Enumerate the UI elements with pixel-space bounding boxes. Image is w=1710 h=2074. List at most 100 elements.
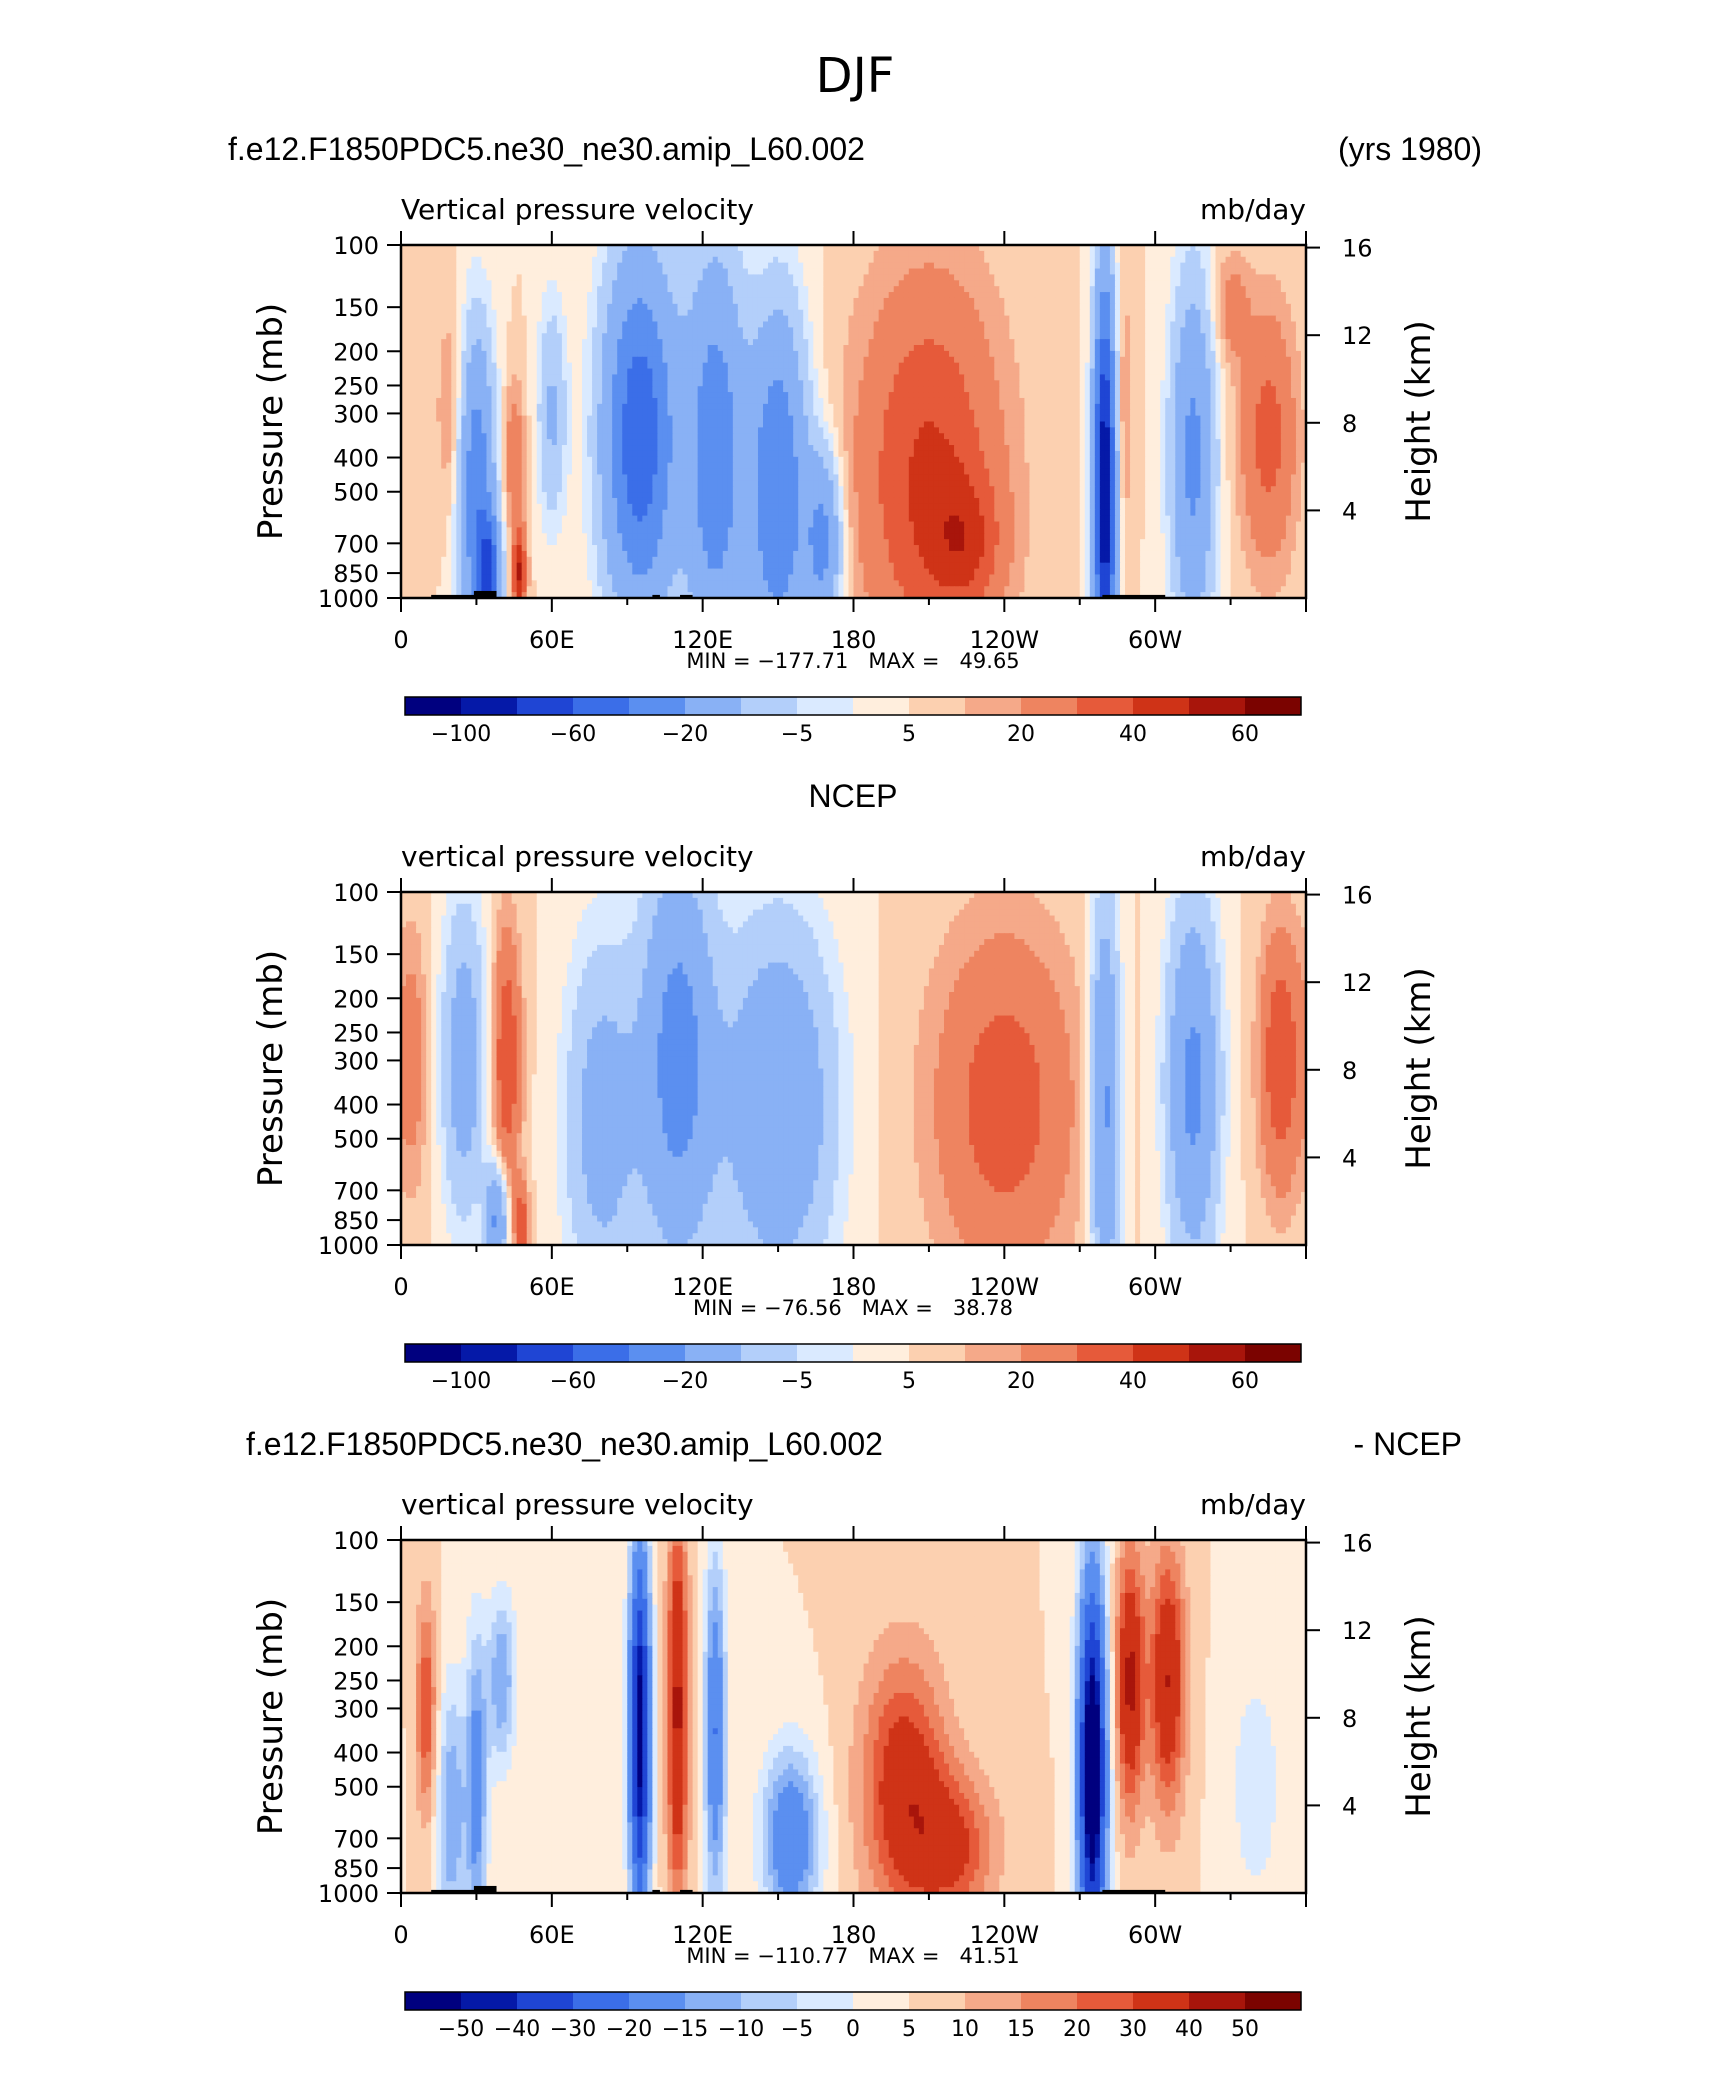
heatmap-cell (1084, 374, 1091, 381)
heatmap-cell (697, 286, 704, 293)
heatmap-cell (662, 339, 669, 346)
heatmap-cell (768, 362, 774, 370)
heatmap-cell (461, 339, 467, 346)
heatmap-cell (622, 268, 628, 276)
heatmap-cell (727, 256, 734, 264)
heatmap-cell (883, 350, 890, 358)
heatmap-cell (883, 262, 890, 270)
heatmap-cell (571, 386, 578, 393)
heatmap-cell (516, 280, 523, 287)
heatmap-cell (1069, 327, 1076, 334)
heatmap-cell (1195, 245, 1202, 252)
heatmap-cell (1079, 321, 1086, 328)
heatmap-cell (752, 380, 759, 387)
heatmap-cell (431, 345, 437, 352)
heatmap-cell (1004, 403, 1010, 411)
heatmap-cell (692, 315, 699, 323)
heatmap-cell (979, 368, 985, 376)
heatmap-cell (1064, 280, 1071, 287)
heatmap-cell (566, 274, 573, 281)
heatmap-cell (752, 297, 759, 305)
heatmap-cell (481, 345, 488, 352)
heatmap-cell (1059, 262, 1066, 270)
heatmap-cell (959, 333, 965, 340)
heatmap-cell (1160, 268, 1166, 276)
heatmap-cell (1155, 333, 1161, 340)
heatmap-cell (918, 380, 925, 387)
heatmap-cell (1089, 274, 1096, 281)
heatmap-cell (878, 374, 885, 381)
heatmap-cell (903, 374, 910, 381)
heatmap-cell (768, 315, 774, 323)
heatmap-cell (561, 380, 568, 387)
heatmap-cell (984, 403, 990, 411)
heatmap-cell (1210, 356, 1217, 364)
heatmap-cell (808, 368, 814, 376)
heatmap-cell (1225, 327, 1232, 334)
heatmap-cell (798, 286, 804, 293)
heatmap-cell (441, 321, 447, 328)
heatmap-cell (863, 250, 870, 258)
heatmap-cell (692, 392, 699, 399)
heatmap-cell (1029, 274, 1036, 281)
heatmap-cell (1044, 380, 1051, 387)
heatmap-cell (1125, 333, 1131, 340)
heatmap-cell (1300, 315, 1307, 323)
heatmap-cell (979, 333, 985, 340)
heatmap-cell (808, 274, 814, 281)
heatmap-cell (617, 292, 623, 299)
heatmap-cell (838, 321, 845, 328)
heatmap-cell (421, 345, 427, 352)
heatmap-cell (662, 380, 669, 387)
heatmap-cell (1094, 368, 1101, 376)
heatmap-cell (848, 333, 855, 340)
heatmap-cell (697, 327, 704, 334)
heatmap-cell (878, 350, 885, 358)
heatmap-cell (662, 403, 669, 411)
heatmap-cell (1009, 297, 1015, 305)
heatmap-cell (888, 350, 895, 358)
heatmap-cell (1039, 362, 1046, 370)
heatmap-cell (476, 250, 483, 258)
heatmap-cell (1074, 286, 1081, 293)
heatmap-cell (979, 297, 985, 305)
heatmap-cell (1185, 321, 1191, 328)
heatmap-cell (526, 286, 533, 293)
heatmap-cell (959, 309, 965, 317)
heatmap-cell (757, 392, 764, 399)
heatmap-cell (692, 368, 699, 376)
heatmap-cell (843, 392, 850, 399)
heatmap-cell (446, 309, 452, 317)
heatmap-cell (923, 286, 930, 293)
heatmap-cell (1044, 356, 1051, 364)
heatmap-cell (682, 303, 689, 311)
heatmap-cell (933, 321, 940, 328)
heatmap-cell (1255, 327, 1262, 334)
heatmap-cell (944, 321, 950, 328)
heatmap-cell (944, 280, 950, 287)
heatmap-cell (662, 274, 669, 281)
heatmap-cell (702, 245, 709, 252)
heatmap-cell (642, 368, 648, 376)
heatmap-cell (1125, 368, 1131, 376)
heatmap-cell (1104, 274, 1111, 281)
heatmap-cell (561, 309, 568, 317)
heatmap-cell (662, 333, 669, 340)
heatmap-cell (969, 368, 975, 376)
heatmap-cell (727, 250, 734, 258)
heatmap-cell (1165, 280, 1171, 287)
heatmap-cell (778, 356, 784, 364)
heatmap-cell (1165, 297, 1171, 305)
heatmap-cell (964, 297, 970, 305)
heatmap-cell (592, 403, 598, 411)
heatmap-cell (848, 274, 855, 281)
heatmap-cell (531, 345, 538, 352)
heatmap-cell (813, 309, 819, 317)
heatmap-cell (1135, 380, 1141, 387)
heatmap-cell (431, 350, 437, 358)
heatmap-cell (692, 386, 699, 393)
heatmap-cell (732, 280, 739, 287)
heatmap-cell (697, 245, 704, 252)
heatmap-cell (1029, 245, 1036, 252)
heatmap-cell (722, 368, 729, 376)
